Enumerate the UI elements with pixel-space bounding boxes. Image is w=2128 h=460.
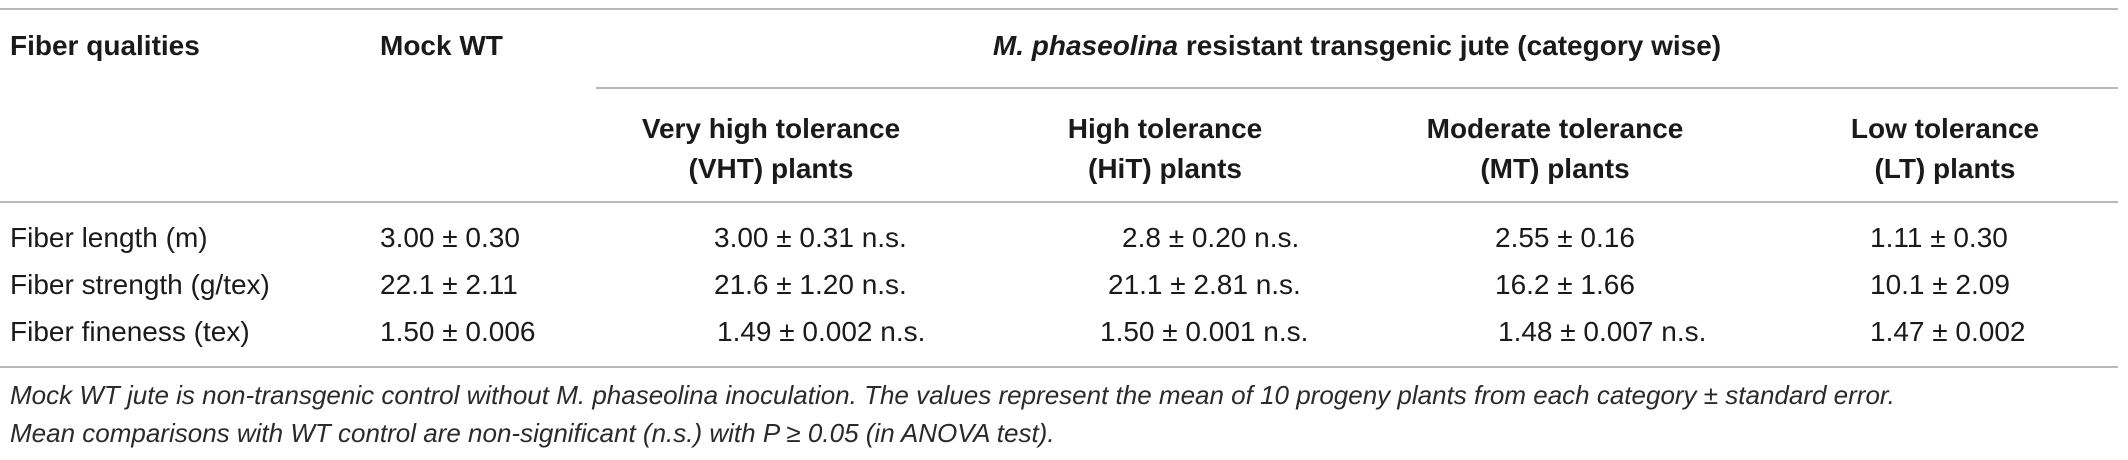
row-strength-hit: 21.1 ± 2.81 n.s. — [1108, 269, 1301, 300]
row-strength-vht: 21.6 ± 1.20 n.s. — [714, 269, 907, 300]
header-vht-line1: Very high tolerance — [641, 113, 901, 144]
footnote-line-1: Mock WT jute is non-transgenic control w… — [10, 380, 1895, 410]
table-bottom-rule — [0, 366, 2118, 368]
top-rule — [0, 8, 2118, 10]
row-length-lt: 1.11 ± 0.30 — [1870, 222, 2008, 253]
header-hit-line1: High tolerance — [1067, 113, 1263, 144]
header-mt-line1: Moderate tolerance — [1426, 113, 1684, 144]
header-fiber-qualities: Fiber qualities — [10, 30, 200, 61]
row-length-hit: 2.8 ± 0.20 n.s. — [1122, 222, 1300, 253]
header-hit: High tolerance (HiT) plants — [1040, 109, 1290, 189]
header-mock-wt: Mock WT — [380, 30, 503, 61]
row-fineness-label: Fiber fineness (tex) — [10, 316, 250, 347]
header-lt-line1: Low tolerance — [1850, 113, 2040, 144]
row-length-label: Fiber length (m) — [10, 222, 208, 253]
header-lt: Low tolerance (LT) plants — [1810, 109, 2080, 189]
row-fineness-hit: 1.50 ± 0.001 n.s. — [1100, 316, 1309, 347]
group-title-rest: resistant transgenic jute (category wise… — [1178, 30, 1722, 61]
header-hit-line2: (HiT) plants — [1088, 153, 1242, 184]
row-length-vht: 3.00 ± 0.31 n.s. — [714, 222, 907, 253]
header-vht-line2: (VHT) plants — [688, 153, 854, 184]
species-name: M. phaseolina — [992, 30, 1179, 61]
header-group-title: M. phaseolina resistant transgenic jute … — [596, 26, 2118, 66]
row-length-mock: 3.00 ± 0.30 — [380, 222, 520, 253]
row-strength-label: Fiber strength (g/tex) — [10, 269, 270, 300]
row-fineness-mock: 1.50 ± 0.006 — [380, 316, 536, 347]
row-strength-mock: 22.1 ± 2.11 — [380, 269, 518, 300]
row-length-mt: 2.55 ± 0.16 — [1495, 222, 1635, 253]
group-header-rule — [596, 87, 2118, 89]
header-lt-line2: (LT) plants — [1874, 153, 2016, 184]
header-vht: Very high tolerance (VHT) plants — [596, 109, 946, 189]
header-bottom-rule — [0, 201, 2118, 203]
footnote-line-2: Mean comparisons with WT control are non… — [10, 418, 1055, 448]
row-strength-lt: 10.1 ± 2.09 — [1870, 269, 2010, 300]
row-fineness-lt: 1.47 ± 0.002 — [1870, 316, 2026, 347]
row-fineness-mt: 1.48 ± 0.007 n.s. — [1498, 316, 1707, 347]
header-mt-line2: (MT) plants — [1480, 153, 1630, 184]
header-mt: Moderate tolerance (MT) plants — [1380, 109, 1730, 189]
row-strength-mt: 16.2 ± 1.66 — [1495, 269, 1635, 300]
row-fineness-vht: 1.49 ± 0.002 n.s. — [717, 316, 926, 347]
